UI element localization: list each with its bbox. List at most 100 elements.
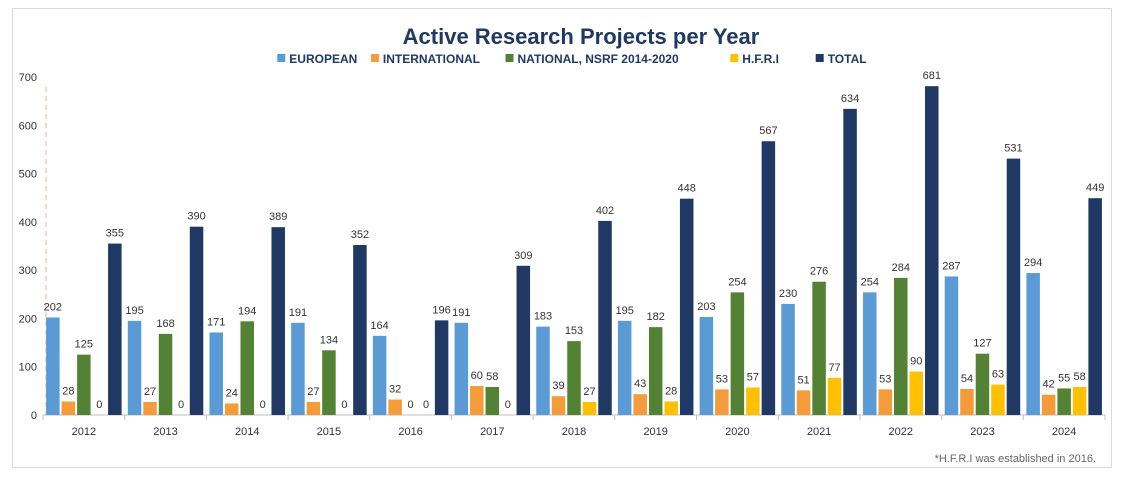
bar-h-f-r-i xyxy=(991,384,1005,415)
data-label: 202 xyxy=(44,301,62,313)
bar-total xyxy=(271,227,285,415)
x-tick-label: 2021 xyxy=(807,426,831,438)
bar-international xyxy=(715,389,729,415)
legend: EUROPEAN INTERNATIONAL NATIONAL, NSRF 2014… xyxy=(277,52,867,66)
bar-h-f-r-i xyxy=(664,401,678,415)
bar-european xyxy=(944,276,959,415)
data-label: 0 xyxy=(96,399,102,411)
data-label: 309 xyxy=(514,250,532,262)
data-label: 43 xyxy=(634,378,646,390)
bar-total xyxy=(925,86,939,415)
bar-european xyxy=(1026,273,1040,415)
bar-total xyxy=(598,220,612,415)
x-tick-label: 2012 xyxy=(72,426,96,438)
legend-swatch-total xyxy=(815,54,824,62)
data-label: 0 xyxy=(341,399,347,411)
x-tick-label: 2018 xyxy=(562,426,586,438)
bar-national-nsrf-2014-2020 xyxy=(240,321,254,415)
y-tick-label: 100 xyxy=(19,362,37,374)
bar-national-nsrf-2014-2020 xyxy=(485,386,500,415)
bar-european xyxy=(372,335,387,415)
data-label: 355 xyxy=(106,228,124,240)
data-label: 681 xyxy=(923,70,941,82)
data-label: 53 xyxy=(879,373,891,385)
bar-total xyxy=(1006,158,1021,416)
bar-international xyxy=(878,389,893,415)
bar-international xyxy=(1041,394,1056,415)
bar-national-nsrf-2014-2020 xyxy=(648,327,663,415)
bar-national-nsrf-2014-2020 xyxy=(158,333,173,415)
bar-european xyxy=(291,322,305,415)
data-label: 125 xyxy=(75,339,93,351)
data-label: 77 xyxy=(828,362,840,374)
data-label: 27 xyxy=(144,386,156,398)
data-label: 449 xyxy=(1086,182,1104,194)
x-tick-label: 2024 xyxy=(1052,426,1076,438)
bar-h-f-r-i xyxy=(827,377,842,415)
data-label: 352 xyxy=(351,229,369,241)
bar-international xyxy=(551,396,566,415)
x-tick-label: 2022 xyxy=(889,426,913,438)
legend-label-european: EUROPEAN xyxy=(289,52,357,66)
bar-h-f-r-i xyxy=(582,401,597,415)
legend-label-national-nsrf-2014-2020: NATIONAL, NSRF 2014-2020 xyxy=(518,52,679,66)
bar-international xyxy=(960,388,974,415)
data-label: 153 xyxy=(565,325,583,337)
data-label: 54 xyxy=(961,373,973,385)
data-label: 51 xyxy=(797,374,809,386)
x-tick-label: 2013 xyxy=(153,426,177,438)
x-tick-label: 2015 xyxy=(317,426,341,438)
chart-note: *H.F.R.I was established in 2016. xyxy=(935,453,1096,465)
data-label: 287 xyxy=(942,260,960,272)
data-label: 164 xyxy=(370,320,388,332)
x-tick-label: 2023 xyxy=(970,426,994,438)
legend-swatch-european xyxy=(277,54,286,62)
bar-european xyxy=(617,320,632,415)
data-label: 127 xyxy=(973,338,991,350)
legend-label-h-f-r-i: H.F.R.I xyxy=(742,52,779,66)
bar-european xyxy=(46,317,60,415)
bar-european xyxy=(127,320,142,415)
bar-european xyxy=(781,303,795,415)
x-tick-label: 2014 xyxy=(235,426,259,438)
data-label: 55 xyxy=(1058,372,1070,384)
bar-national-nsrf-2014-2020 xyxy=(322,350,336,415)
data-label: 0 xyxy=(505,399,511,411)
data-label: 254 xyxy=(728,276,746,288)
data-label: 194 xyxy=(238,305,256,317)
bars xyxy=(46,86,1102,416)
bar-international xyxy=(61,401,76,415)
data-label: 0 xyxy=(423,399,429,411)
bar-total xyxy=(679,198,694,415)
data-label: 203 xyxy=(697,301,715,313)
bar-international xyxy=(796,390,811,415)
legend-label-international: INTERNATIONAL xyxy=(383,52,480,66)
x-tick-label: 2019 xyxy=(643,426,667,438)
y-tick-label: 400 xyxy=(19,217,37,229)
bar-h-f-r-i xyxy=(909,371,924,415)
data-label: 531 xyxy=(1004,143,1022,155)
bar-h-f-r-i xyxy=(746,387,760,415)
data-label: 57 xyxy=(747,371,759,383)
bar-national-nsrf-2014-2020 xyxy=(1057,388,1071,415)
bar-total xyxy=(516,265,531,415)
data-label: 195 xyxy=(125,305,143,317)
chart-svg: Active Research Projects per Year EUROPE… xyxy=(19,24,1106,465)
y-tick-label: 0 xyxy=(31,410,37,422)
bar-total xyxy=(434,320,449,415)
data-label: 195 xyxy=(616,305,634,317)
data-label: 32 xyxy=(389,384,401,396)
bar-european xyxy=(863,292,877,415)
data-label: 27 xyxy=(583,386,595,398)
bar-european xyxy=(209,332,223,415)
bar-international xyxy=(224,403,239,415)
data-label: 168 xyxy=(156,318,174,330)
data-label: 390 xyxy=(187,211,205,223)
legend-label-total: TOTAL xyxy=(828,52,867,66)
data-label: 60 xyxy=(471,370,483,382)
data-label: 171 xyxy=(207,316,225,328)
bar-european xyxy=(699,316,714,415)
data-label: 24 xyxy=(226,387,238,399)
bar-international xyxy=(306,401,321,415)
data-label: 183 xyxy=(534,311,552,323)
